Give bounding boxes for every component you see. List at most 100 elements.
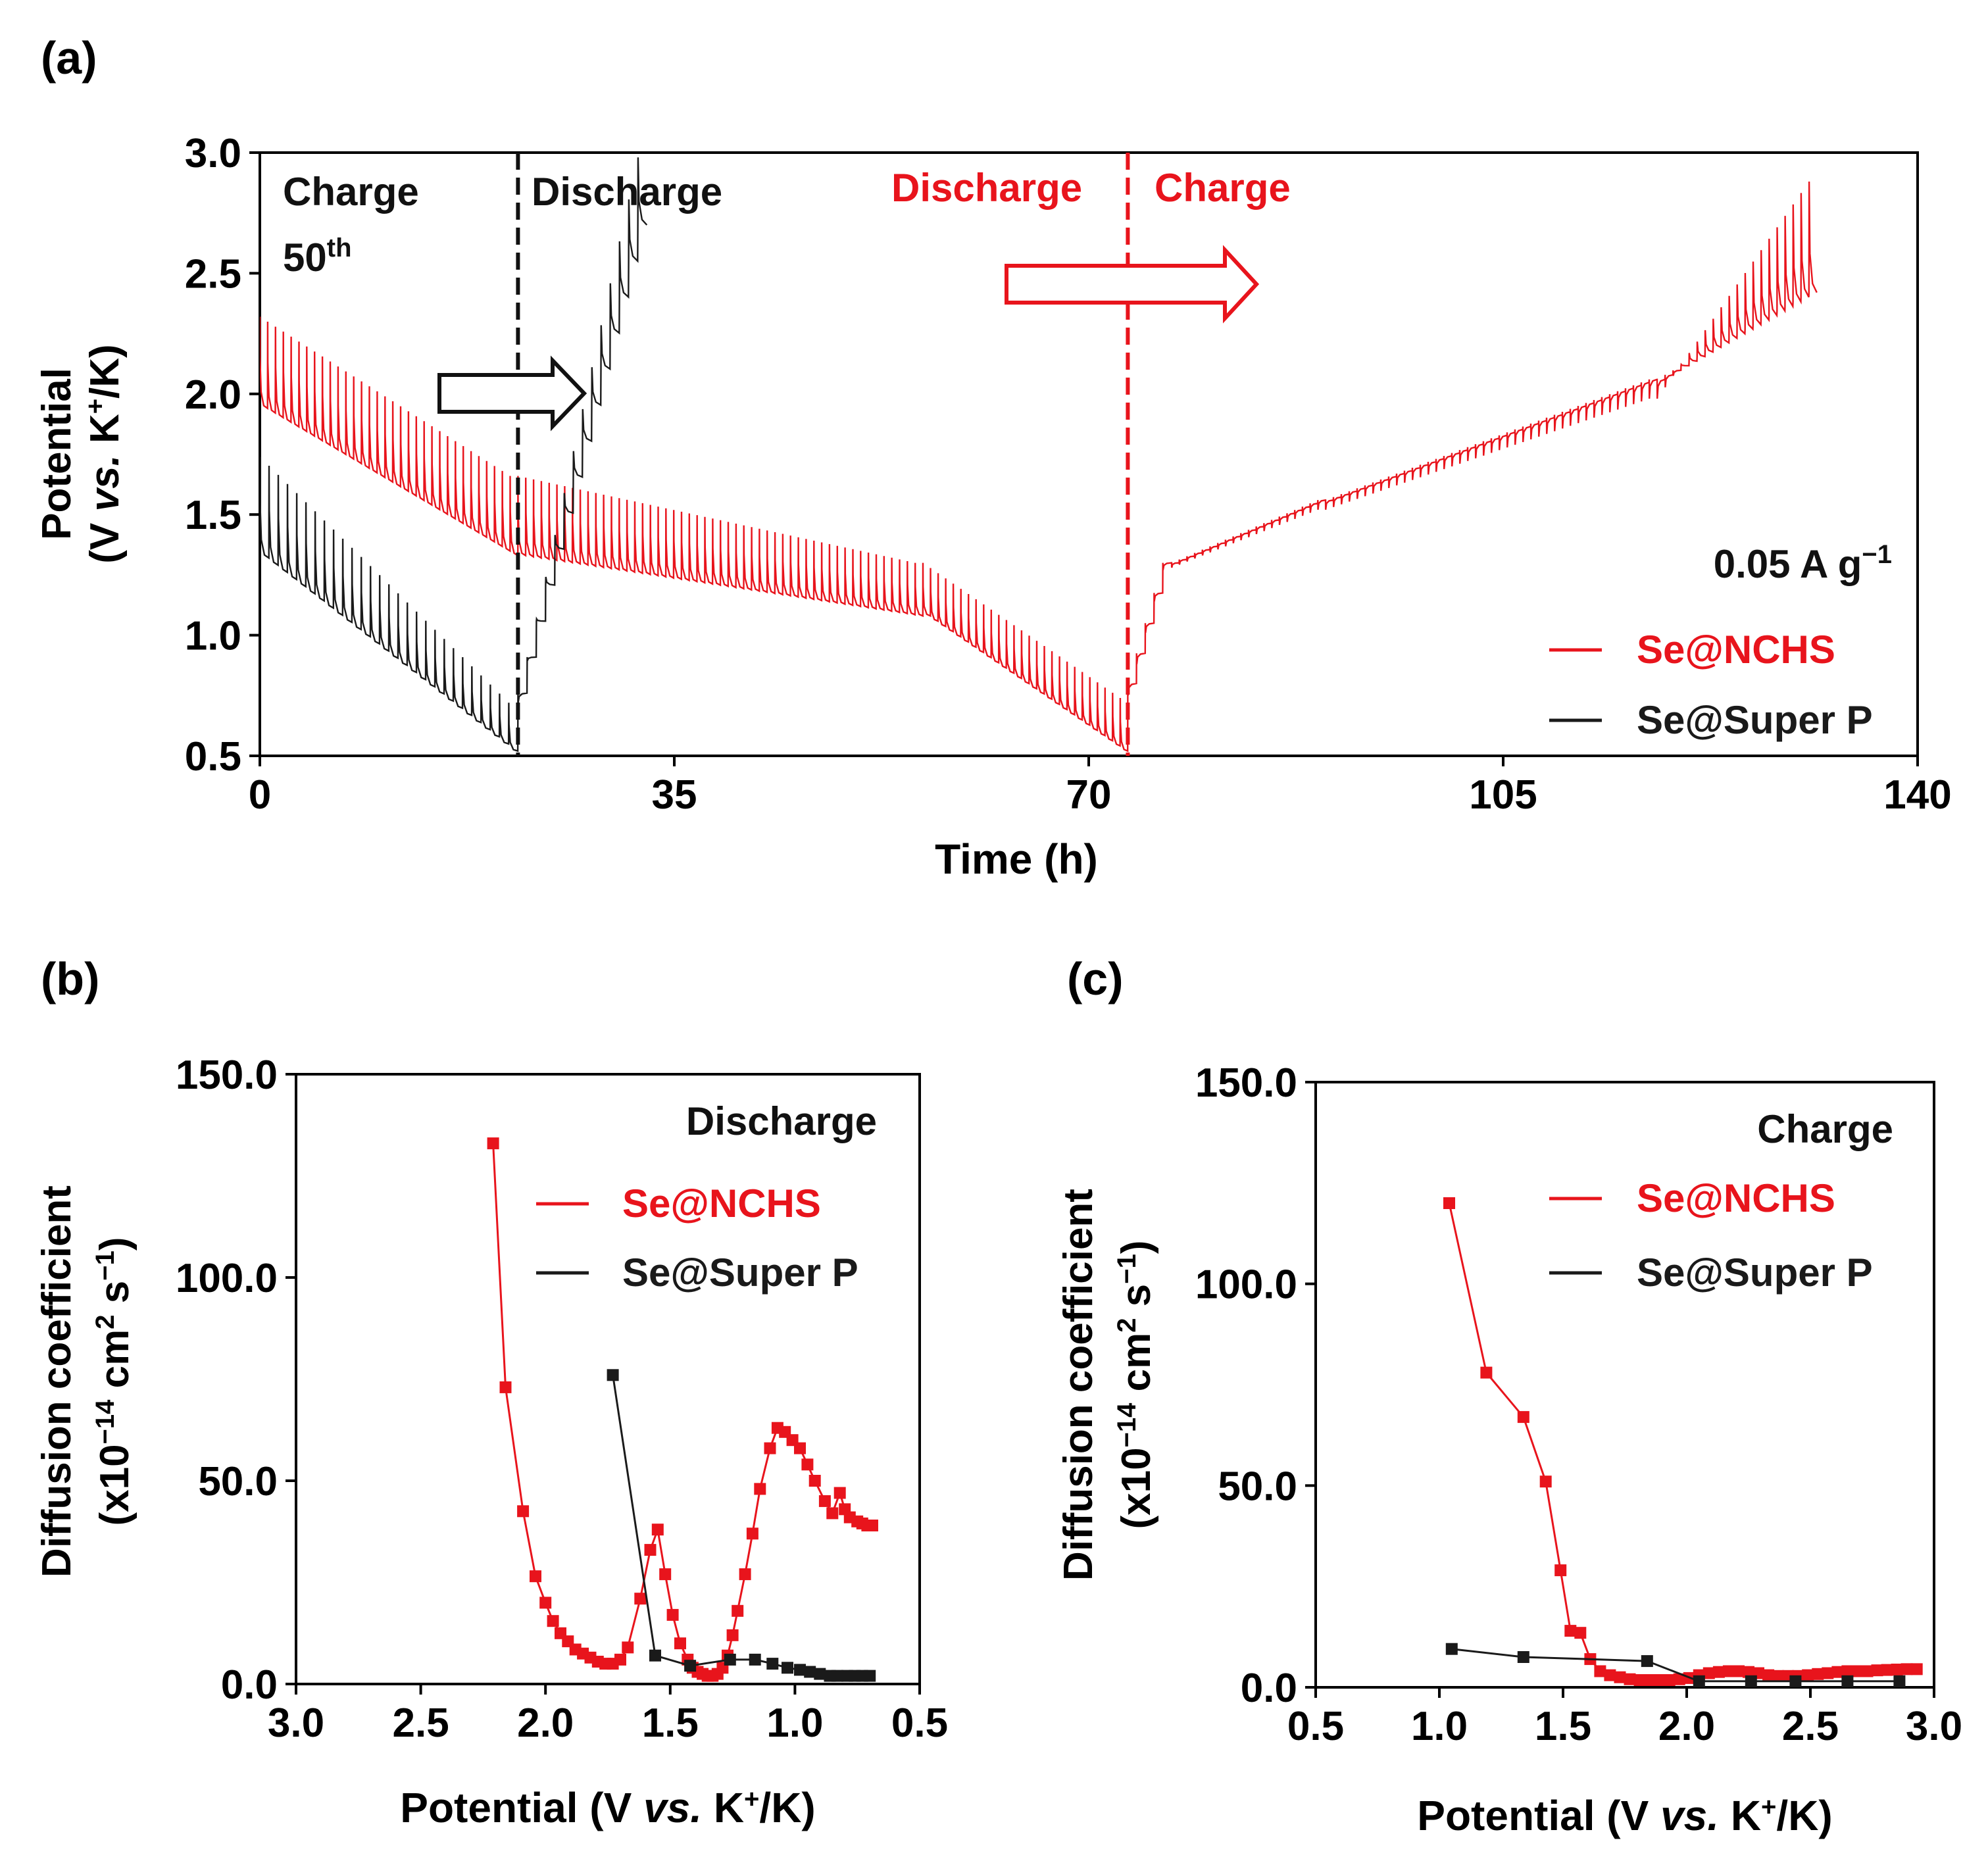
panel-b-xlabel: Potential (V vs. K+/K) — [400, 1784, 815, 1831]
x-tick-label: 1.0 — [766, 1700, 823, 1746]
data-point-se-ncsh — [659, 1568, 672, 1581]
x-tick-label: 3.0 — [1906, 1704, 1962, 1749]
legend-c-superp-label: Se@Super P — [1637, 1251, 1873, 1295]
data-point-se-ncsh — [1743, 1666, 1754, 1678]
data-point-se-superp — [804, 1666, 816, 1678]
data-point-se-superp — [1517, 1651, 1529, 1663]
legend-a-ncsh-label: Se@NCHS — [1637, 628, 1835, 672]
data-point-se-ncsh — [1539, 1475, 1552, 1488]
y-tick-label: 0.0 — [1241, 1666, 1297, 1711]
red-charge-label: Charge — [1155, 166, 1291, 210]
data-point-se-ncsh — [651, 1524, 664, 1536]
data-point-se-ncsh — [732, 1604, 744, 1617]
current-density-label: 0.05 A g−1 — [1714, 540, 1892, 586]
data-point-se-ncsh — [1643, 1674, 1656, 1686]
data-point-se-ncsh — [1604, 1669, 1616, 1681]
data-point-se-ncsh — [1653, 1674, 1666, 1686]
data-point-se-ncsh — [674, 1637, 686, 1650]
data-point-se-superp — [1893, 1675, 1906, 1687]
data-point-se-ncsh — [1891, 1664, 1903, 1675]
data-point-se-ncsh — [547, 1615, 559, 1627]
data-point-se-ncsh — [1702, 1667, 1715, 1679]
data-point-se-ncsh — [808, 1475, 821, 1487]
red-discharge-label: Discharge — [891, 166, 1082, 210]
panel-b-ylabel-line2: (x10−14 cm2 s−1) — [91, 1237, 137, 1525]
y-tick-label: 1.5 — [185, 493, 241, 538]
data-point-se-ncsh — [1663, 1674, 1676, 1686]
data-point-se-ncsh — [517, 1505, 530, 1518]
x-tick-label: 0 — [249, 772, 271, 818]
panel-c-plot-frame — [1314, 1081, 1935, 1689]
series-line-se-superp — [1451, 1648, 1900, 1683]
data-point-se-ncsh — [1594, 1665, 1606, 1677]
data-point-se-ncsh — [764, 1442, 776, 1454]
y-tick-label: 150.0 — [1195, 1060, 1297, 1106]
y-tick-label: 2.0 — [185, 372, 241, 418]
data-point-se-ncsh — [826, 1507, 839, 1520]
cycle-label: 50th — [283, 234, 352, 280]
data-point-se-ncsh — [866, 1520, 878, 1531]
data-point-se-ncsh — [1772, 1670, 1785, 1682]
data-point-se-ncsh — [1614, 1671, 1626, 1683]
panel-a-label: (a) — [41, 32, 97, 84]
x-tick-label: 2.5 — [392, 1700, 449, 1746]
data-point-se-ncsh — [746, 1527, 758, 1540]
data-point-se-ncsh — [1712, 1666, 1725, 1678]
data-point-se-ncsh — [794, 1442, 806, 1454]
data-point-se-superp — [1445, 1643, 1458, 1655]
y-tick-label: 100.0 — [1195, 1262, 1297, 1308]
data-point-se-ncsh — [539, 1597, 552, 1609]
data-point-se-ncsh — [1831, 1666, 1844, 1678]
y-tick-label: 3.0 — [185, 131, 241, 176]
y-tick-label: 1.0 — [185, 614, 241, 659]
data-point-se-superp — [766, 1658, 779, 1670]
data-point-se-superp — [1693, 1675, 1705, 1687]
data-point-se-ncsh — [801, 1458, 814, 1471]
data-point-se-ncsh — [1802, 1669, 1814, 1681]
data-point-se-ncsh — [1881, 1664, 1893, 1676]
x-tick-label: 140 — [1883, 772, 1951, 818]
panel-b-label: (b) — [41, 953, 99, 1004]
data-point-se-ncsh — [530, 1570, 541, 1583]
data-point-se-ncsh — [1851, 1665, 1864, 1677]
data-point-se-ncsh — [754, 1483, 766, 1495]
data-point-se-ncsh — [1574, 1627, 1587, 1639]
legend-c-ncsh-label: Se@NCHS — [1637, 1176, 1835, 1220]
x-tick-label: 105 — [1469, 772, 1537, 818]
data-point-se-superp — [749, 1653, 761, 1666]
data-point-se-ncsh — [499, 1381, 512, 1393]
y-tick-label: 50.0 — [198, 1459, 278, 1504]
series-line-se-superp — [260, 157, 648, 753]
x-tick-label: 1.0 — [1411, 1704, 1468, 1749]
data-point-se-ncsh — [1871, 1664, 1883, 1677]
data-point-se-ncsh — [1812, 1668, 1824, 1680]
data-point-se-ncsh — [739, 1568, 751, 1581]
data-point-se-ncsh — [1822, 1667, 1834, 1679]
x-tick-label: 70 — [1066, 772, 1112, 818]
data-point-se-ncsh — [1517, 1411, 1529, 1424]
data-point-se-ncsh — [833, 1487, 846, 1499]
data-point-se-ncsh — [1901, 1663, 1913, 1675]
panel-b-ylabel-line1: Diffusion coefficient — [34, 1185, 80, 1577]
data-point-se-ncsh — [1762, 1669, 1775, 1681]
data-point-se-ncsh — [634, 1593, 647, 1605]
data-point-se-ncsh — [1841, 1665, 1854, 1677]
data-point-se-ncsh — [1443, 1197, 1455, 1209]
data-point-se-ncsh — [622, 1641, 634, 1654]
data-point-se-ncsh — [1673, 1673, 1685, 1685]
y-tick-label: 50.0 — [1218, 1464, 1297, 1509]
data-point-se-ncsh — [666, 1608, 679, 1621]
black-discharge-label: Discharge — [532, 170, 722, 214]
data-point-se-ncsh — [1633, 1674, 1646, 1686]
panel-b-plot-frame — [295, 1073, 921, 1685]
legend-a-superp-label: Se@Super P — [1637, 698, 1873, 742]
x-tick-label: 35 — [652, 772, 697, 818]
black-charge-label: Charge — [283, 170, 419, 214]
data-point-se-ncsh — [726, 1629, 739, 1641]
x-tick-label: 2.0 — [1658, 1704, 1715, 1749]
red-arrow — [1005, 245, 1260, 324]
x-tick-label: 3.0 — [268, 1700, 324, 1746]
data-point-se-superp — [782, 1662, 793, 1674]
data-point-se-superp — [607, 1369, 619, 1381]
y-tick-label: 0.0 — [221, 1662, 278, 1708]
